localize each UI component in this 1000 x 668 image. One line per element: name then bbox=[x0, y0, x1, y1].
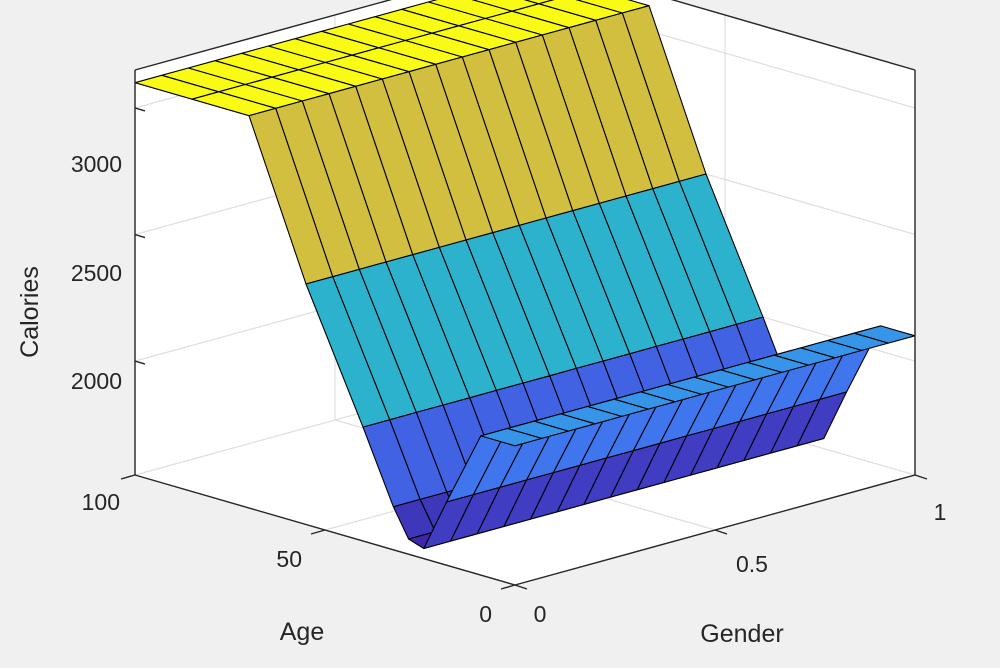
z-tick-label: 2000 bbox=[71, 368, 122, 394]
z-tick-mark bbox=[134, 233, 146, 239]
z-tick-label: 3000 bbox=[71, 151, 122, 177]
surface bbox=[134, 0, 916, 550]
x-tick-label: 1 bbox=[934, 499, 947, 525]
y-tick-mark bbox=[310, 529, 326, 535]
y-tick-label: 50 bbox=[276, 546, 302, 572]
z-tick-mark bbox=[134, 360, 146, 365]
y-tick-mark bbox=[120, 474, 136, 480]
z-tick-mark bbox=[134, 107, 146, 112]
y-tick-mark bbox=[500, 584, 516, 590]
surface-patch bbox=[523, 0, 555, 5]
y-tick-label: 0 bbox=[479, 601, 492, 627]
x-tick-mark bbox=[914, 474, 928, 480]
x-tick-mark bbox=[714, 529, 728, 535]
box-top-edge bbox=[134, 0, 916, 71]
axes-front-edges bbox=[120, 70, 928, 590]
y-axis-title: Age bbox=[280, 618, 324, 646]
x-tick-mark bbox=[514, 584, 528, 590]
z-axis-title: Calories bbox=[16, 266, 44, 358]
z-tick-label: 2500 bbox=[71, 260, 122, 286]
x-tick-label: 0 bbox=[534, 601, 547, 627]
y-tick-label: 100 bbox=[82, 489, 120, 515]
surface-patch bbox=[480, 427, 543, 447]
axis-ticks: 3000 2500 2000 100 50 0 0 0.5 1 bbox=[71, 151, 947, 627]
x-tick-label: 0.5 bbox=[736, 551, 768, 577]
x-axis-title: Gender bbox=[700, 620, 783, 648]
